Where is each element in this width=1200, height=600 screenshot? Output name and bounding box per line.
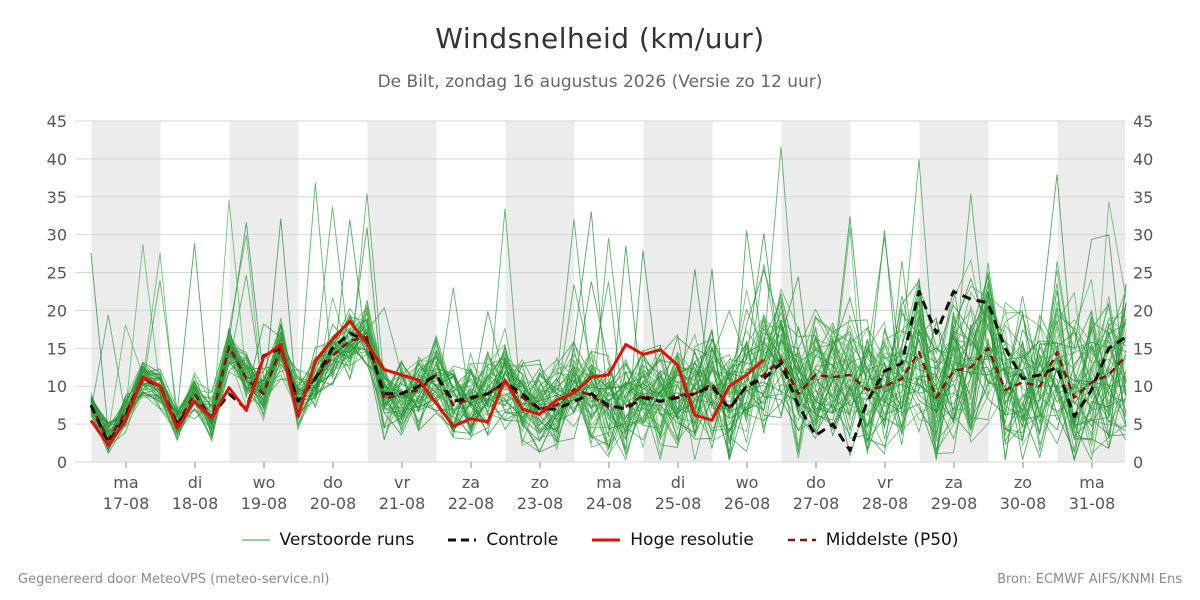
x-label-date-26-08: 26-08 xyxy=(724,494,771,513)
member-line-36 xyxy=(90,291,1127,456)
x-label-date-27-08: 27-08 xyxy=(793,494,840,513)
x-label-day-18-08: di xyxy=(188,473,203,492)
footer-generated-by: Gegenereerd door MeteoVPS (meteo-service… xyxy=(18,572,330,587)
x-label-date-23-08: 23-08 xyxy=(517,494,564,513)
y-tick-right-5: 5 xyxy=(1133,415,1143,434)
x-label-day-21-08: vr xyxy=(394,473,410,492)
x-label-date-30-08: 30-08 xyxy=(1000,494,1047,513)
x-label-date-22-08: 22-08 xyxy=(448,494,495,513)
legend: Verstoorde runs Controle Hoge resolutie … xyxy=(0,530,1200,550)
legend-label-members: Verstoorde runs xyxy=(279,530,415,550)
member-line-49 xyxy=(90,159,1127,453)
x-label-day-29-08: za xyxy=(945,473,963,492)
x-label-day-28-08: vr xyxy=(877,473,893,492)
y-tick-right-10: 10 xyxy=(1133,377,1153,396)
x-axis: ma 17-08 di 18-08 wo 19-08 do 20-08 vr 21-08 za 22-… xyxy=(103,462,1116,513)
member-line-27 xyxy=(90,211,1127,444)
legend-item-members: Verstoorde runs xyxy=(241,530,415,550)
y-tick-right-0: 0 xyxy=(1133,453,1143,472)
y-tick-left-15: 15 xyxy=(47,339,67,358)
x-label-date-29-08: 29-08 xyxy=(931,494,978,513)
x-label-date-24-08: 24-08 xyxy=(586,494,633,513)
y-axis-right: 0 5 10 15 20 25 30 35 40 45 xyxy=(1133,112,1153,472)
legend-swatch-control-icon xyxy=(448,538,477,542)
x-label-date-28-08: 28-08 xyxy=(862,494,909,513)
y-axis-left: 0 5 10 15 20 25 30 35 40 45 xyxy=(47,112,67,472)
y-tick-right-45: 45 xyxy=(1133,112,1153,131)
y-tick-right-20: 20 xyxy=(1133,301,1153,320)
x-label-day-27-08: do xyxy=(806,473,826,492)
x-label-day-25-08: di xyxy=(671,473,686,492)
chart-subtitle: De Bilt, zondag 16 augustus 2026 (Versie… xyxy=(377,72,823,92)
legend-item-hires: Hoge resolutie xyxy=(592,530,754,550)
chart-title: Windsnelheid (km/uur) xyxy=(435,22,765,55)
y-tick-right-25: 25 xyxy=(1133,264,1153,283)
member-line-50 xyxy=(90,289,1127,456)
footer-source: Bron: ECMWF AIFS/KNMI Ens xyxy=(997,572,1182,587)
x-label-date-17-08: 17-08 xyxy=(103,494,150,513)
main-series xyxy=(89,290,1127,453)
x-label-day-26-08: wo xyxy=(736,473,759,492)
y-tick-right-35: 35 xyxy=(1133,188,1153,207)
x-label-date-31-08: 31-08 xyxy=(1069,494,1116,513)
y-tick-left-0: 0 xyxy=(57,453,67,472)
y-tick-left-25: 25 xyxy=(47,264,67,283)
x-label-day-22-08: za xyxy=(462,473,480,492)
legend-item-control: Controle xyxy=(448,530,558,550)
x-label-day-23-08: zo xyxy=(531,473,549,492)
y-tick-left-35: 35 xyxy=(47,188,67,207)
x-label-date-21-08: 21-08 xyxy=(379,494,426,513)
legend-label-hires: Hoge resolutie xyxy=(630,530,754,550)
member-line-42 xyxy=(90,243,1127,443)
y-tick-left-40: 40 xyxy=(47,150,67,169)
x-label-date-18-08: 18-08 xyxy=(172,494,219,513)
legend-swatch-members-icon xyxy=(241,539,270,541)
x-label-day-30-08: zo xyxy=(1014,473,1032,492)
legend-label-median: Middelste (P50) xyxy=(825,530,959,550)
y-tick-left-30: 30 xyxy=(47,226,67,245)
y-tick-left-20: 20 xyxy=(47,301,67,320)
hires-line xyxy=(89,319,765,447)
legend-label-control: Controle xyxy=(486,530,559,550)
y-tick-right-40: 40 xyxy=(1133,150,1153,169)
legend-swatch-hires-icon xyxy=(592,538,621,542)
x-label-date-20-08: 20-08 xyxy=(310,494,357,513)
member-line-47 xyxy=(90,199,1127,451)
x-label-day-31-08: ma xyxy=(1079,473,1104,492)
x-label-day-19-08: wo xyxy=(253,473,276,492)
y-tick-left-5: 5 xyxy=(57,415,67,434)
x-label-day-20-08: do xyxy=(323,473,343,492)
y-tick-left-45: 45 xyxy=(47,112,67,131)
member-line-37 xyxy=(90,305,1127,462)
legend-item-median: Middelste (P50) xyxy=(787,530,959,550)
x-label-date-19-08: 19-08 xyxy=(241,494,288,513)
x-label-date-25-08: 25-08 xyxy=(655,494,702,513)
y-tick-right-15: 15 xyxy=(1133,339,1153,358)
legend-swatch-median-icon xyxy=(787,538,816,542)
y-tick-left-10: 10 xyxy=(47,377,67,396)
member-line-46 xyxy=(90,309,1127,460)
x-label-day-24-08: ma xyxy=(596,473,621,492)
x-label-day-17-08: ma xyxy=(113,473,138,492)
median-line xyxy=(89,335,1127,441)
y-tick-right-30: 30 xyxy=(1133,226,1153,245)
